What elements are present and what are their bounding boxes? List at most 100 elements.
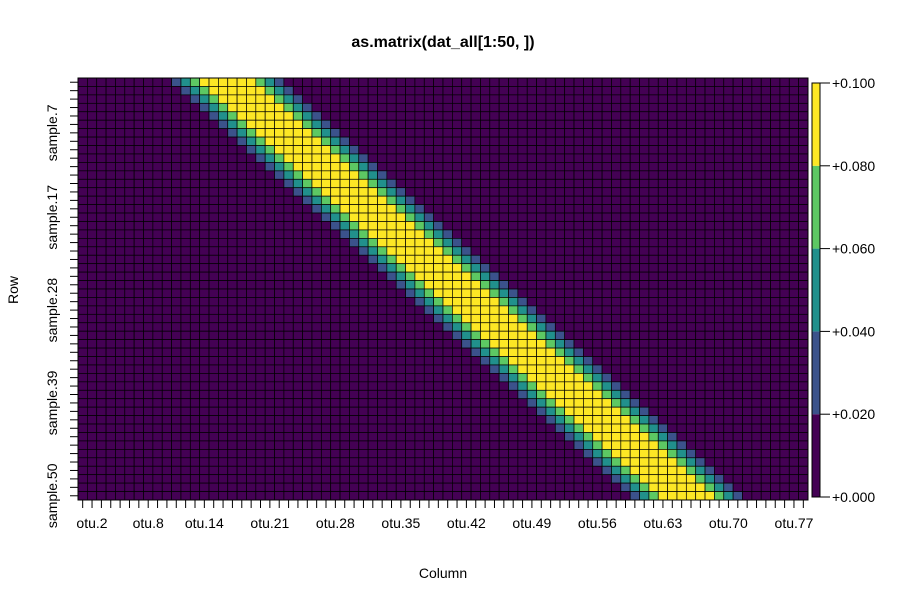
heatmap-cell — [143, 406, 154, 416]
heatmap-cell — [695, 491, 706, 501]
heatmap-cell — [723, 449, 734, 459]
heatmap-cell — [554, 86, 566, 96]
heatmap-cell — [639, 246, 650, 256]
heatmap-cell — [639, 305, 650, 315]
heatmap-cell — [788, 482, 799, 492]
heatmap-cell — [143, 153, 154, 163]
heatmap-cell — [152, 347, 163, 357]
heatmap-cell — [620, 313, 631, 324]
heatmap-cell — [311, 347, 322, 357]
heatmap-cell — [517, 254, 528, 265]
heatmap-cell — [526, 128, 537, 138]
heatmap-cell — [377, 364, 388, 374]
heatmap-cell — [742, 86, 753, 96]
heatmap-cell — [218, 263, 229, 273]
heatmap-cell — [723, 330, 734, 340]
heatmap-cell — [592, 449, 603, 459]
heatmap-cell — [470, 406, 481, 416]
heatmap-cell — [639, 86, 650, 96]
heatmap-cell — [564, 212, 575, 222]
heatmap-cell — [161, 347, 172, 357]
heatmap-cell — [283, 128, 294, 138]
heatmap-cell — [320, 449, 332, 459]
heatmap-cell — [667, 136, 678, 146]
heatmap-cell — [133, 229, 144, 239]
heatmap-cell — [302, 170, 313, 180]
heatmap-cell — [770, 381, 781, 391]
heatmap-cell — [423, 339, 434, 349]
heatmap-cell — [489, 449, 500, 459]
heatmap-cell — [143, 280, 154, 290]
heatmap-cell — [124, 263, 135, 273]
heatmap-cell — [498, 136, 509, 146]
heatmap-cell — [442, 246, 453, 256]
heatmap-cell — [648, 423, 659, 433]
heatmap-cell — [788, 364, 799, 374]
heatmap-cell — [320, 423, 332, 433]
heatmap-cell — [377, 136, 388, 146]
heatmap-cell — [695, 187, 706, 197]
heatmap-cell — [648, 347, 659, 357]
heatmap-cell — [601, 482, 612, 492]
heatmap-cell — [208, 102, 219, 113]
heatmap-cell — [564, 482, 575, 492]
heatmap-cell — [788, 389, 799, 400]
heatmap-cell — [330, 271, 341, 281]
heatmap-cell — [171, 491, 182, 501]
heatmap-cell — [442, 111, 453, 121]
heatmap-cell — [133, 288, 144, 298]
y-axis-tick-labels: sample.7sample.17sample.28sample.39sampl… — [44, 104, 60, 528]
heatmap-cell — [386, 254, 397, 265]
heatmap-cell — [573, 288, 584, 298]
heatmap-cell — [105, 356, 116, 366]
heatmap-cell — [742, 364, 753, 374]
heatmap-cell — [330, 119, 341, 129]
heatmap-cell — [442, 465, 453, 476]
heatmap-cell — [227, 373, 238, 383]
heatmap-cell — [676, 449, 687, 459]
heatmap-cell — [302, 119, 313, 129]
heatmap-cell — [152, 465, 163, 476]
heatmap-cell — [526, 102, 537, 113]
heatmap-cell — [161, 457, 172, 467]
heatmap-cell — [667, 145, 678, 155]
heatmap-cell — [601, 423, 612, 433]
heatmap-cell — [405, 204, 416, 214]
heatmap-cell — [152, 389, 163, 400]
heatmap-cell — [536, 86, 547, 96]
heatmap-cell — [657, 187, 668, 197]
heatmap-cell — [274, 406, 285, 416]
heatmap-cell — [704, 212, 715, 222]
heatmap-cell — [695, 330, 706, 340]
heatmap-cell — [189, 415, 201, 425]
heatmap-cell — [489, 119, 500, 129]
heatmap-cell — [246, 347, 257, 357]
heatmap-cell — [442, 170, 453, 180]
heatmap-cell — [423, 128, 434, 138]
heatmap-cell — [246, 77, 257, 87]
heatmap-cell — [629, 254, 640, 265]
heatmap-cell — [676, 94, 687, 104]
heatmap-cell — [742, 145, 753, 155]
heatmap-cell — [124, 415, 135, 425]
heatmap-cell — [536, 491, 547, 501]
heatmap-cell — [302, 102, 313, 113]
heatmap-cell — [517, 94, 528, 104]
heatmap-cell — [302, 339, 313, 349]
heatmap-cell — [629, 457, 640, 467]
heatmap-cell — [87, 212, 98, 222]
heatmap-cell — [583, 212, 594, 222]
heatmap-cell — [395, 119, 406, 129]
heatmap-cell — [218, 119, 229, 129]
heatmap-cell — [358, 364, 369, 374]
heatmap-cell — [545, 415, 556, 425]
heatmap-cell — [723, 170, 734, 180]
heatmap-cell — [320, 77, 332, 87]
heatmap-cell — [611, 373, 622, 383]
heatmap-cell — [657, 305, 668, 315]
heatmap-cell — [545, 305, 556, 315]
heatmap-cell — [405, 271, 416, 281]
heatmap-cell — [760, 449, 771, 459]
heatmap-cell — [770, 491, 781, 501]
heatmap-cell — [732, 482, 743, 492]
